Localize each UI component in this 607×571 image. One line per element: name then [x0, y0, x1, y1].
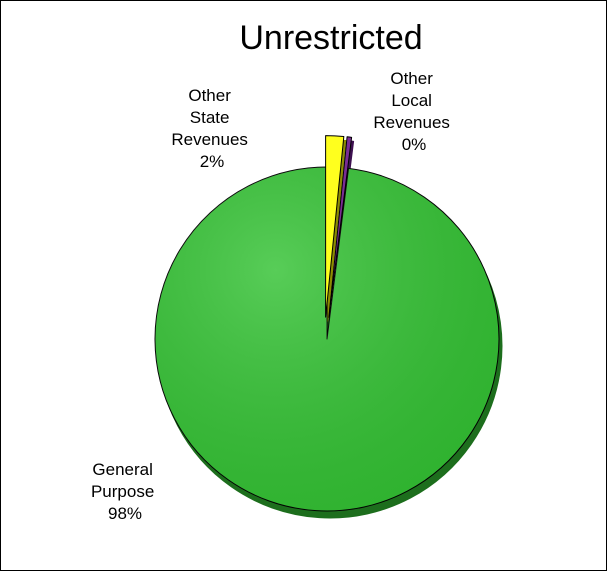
label-general-purpose: General Purpose 98% [91, 460, 159, 523]
slice-other-state-revenues [325, 135, 345, 318]
label-other-local-revenues: Other Local Revenues 0% [373, 69, 454, 154]
slice-other-local-revenues [328, 136, 353, 318]
label-other-state-revenues: Other State Revenues 2% [171, 86, 252, 171]
chart-title: Unrestricted [239, 19, 422, 57]
pie-slices [154, 135, 500, 512]
